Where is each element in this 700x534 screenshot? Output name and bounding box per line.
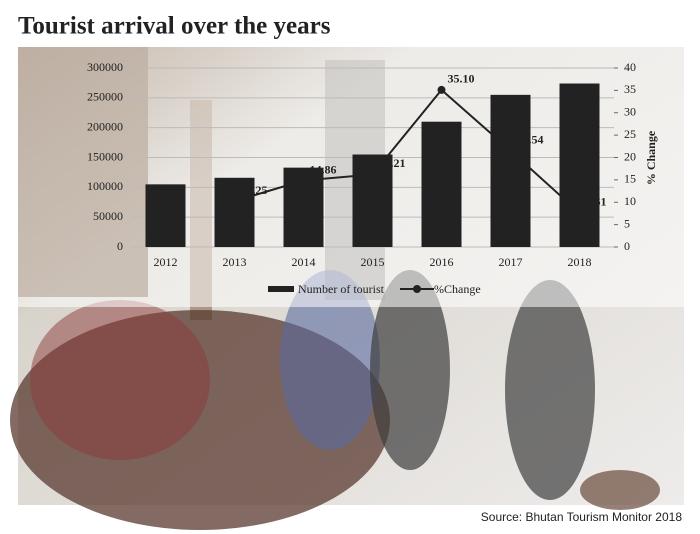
y2-tick-label: 25: [624, 127, 636, 141]
bar: [145, 184, 186, 247]
y2-axis-label: % Change: [644, 130, 658, 185]
y-tick-label: 50000: [93, 209, 123, 223]
data-label: 10.25: [241, 183, 268, 197]
x-tick-label: 2012: [154, 255, 178, 269]
data-label: 14.86: [310, 162, 337, 176]
x-tick-label: 2018: [568, 255, 592, 269]
title: Tourist arrival over the years: [18, 13, 331, 40]
line-point: [437, 85, 446, 94]
bar: [421, 121, 462, 247]
data-label: 7.61: [586, 195, 607, 209]
data-label: 16.21: [379, 156, 406, 170]
y-tick-label: 100000: [87, 179, 123, 193]
bar: [214, 177, 255, 247]
y-tick-label: 250000: [87, 90, 123, 104]
legend-swatch: [268, 286, 294, 292]
y-tick-label: 300000: [87, 60, 123, 74]
bar: [352, 154, 393, 247]
legend-swatch: [413, 285, 421, 293]
bar: [490, 94, 531, 247]
line-point: [506, 146, 515, 155]
y2-tick-label: 0: [624, 239, 630, 253]
source: Source: Bhutan Tourism Monitor 2018: [481, 510, 683, 524]
x-tick-label: 2013: [223, 255, 247, 269]
bar: [559, 83, 600, 247]
line-point: [230, 197, 239, 206]
x-tick-label: 2017: [499, 255, 523, 269]
y2-tick-label: 5: [624, 216, 630, 230]
data-label: 21.54: [517, 132, 544, 146]
y2-tick-label: 35: [624, 82, 636, 96]
y2-tick-label: 15: [624, 172, 636, 186]
y-tick-label: 0: [117, 239, 123, 253]
legend-label: Number of tourist: [298, 282, 385, 296]
line-point: [299, 176, 308, 185]
y2-tick-label: 30: [624, 105, 636, 119]
x-tick-label: 2014: [292, 255, 316, 269]
y2-tick-label: 40: [624, 60, 636, 74]
line-point: [368, 170, 377, 179]
x-tick-label: 2015: [361, 255, 385, 269]
y2-tick-label: 20: [624, 149, 636, 163]
y2-tick-label: 10: [624, 194, 636, 208]
line-point: [575, 208, 584, 217]
legend-label: %Change: [434, 282, 481, 296]
y-tick-label: 200000: [87, 119, 123, 133]
y-tick-label: 150000: [87, 149, 123, 163]
data-label: 35.10: [448, 72, 475, 86]
x-tick-label: 2016: [430, 255, 454, 269]
line: [234, 88, 581, 214]
